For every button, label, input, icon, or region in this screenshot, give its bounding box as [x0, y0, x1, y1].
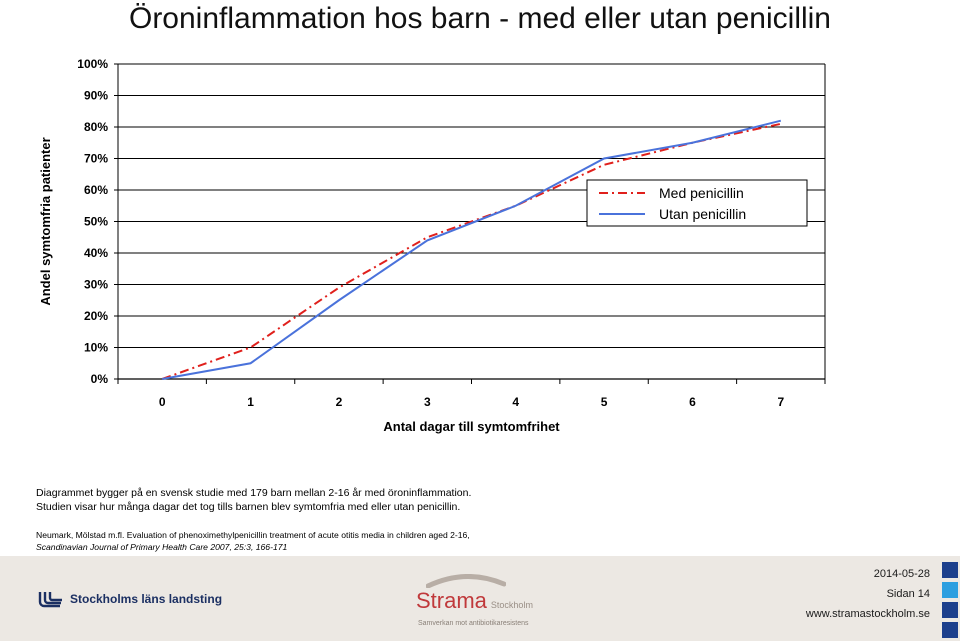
sll-logo[interactable]: Stockholms läns landsting: [38, 590, 222, 608]
y-tick-label: 30%: [84, 278, 108, 292]
slide-info: 2014-05-28 Sidan 14 www.stramastockholm.…: [806, 564, 930, 624]
x-tick-label: 1: [247, 395, 254, 409]
chart: 0% 10% 20% 30% 40% 50% 60% 70% 80% 90% 100% 0 1 2 3 4 5 6…: [38, 57, 826, 434]
strama-city: Stockholm: [490, 600, 533, 610]
description-line-1: Diagrammet bygger på en svensk studie me…: [36, 487, 472, 499]
y-tick-label: 60%: [84, 183, 108, 197]
x-tick-label: 7: [777, 395, 784, 409]
legend-label: Utan penicillin: [659, 206, 746, 222]
x-tick-label: 5: [601, 395, 608, 409]
x-tick-label: 2: [336, 395, 343, 409]
y-axis-label: Andel symtomfria patienter: [38, 137, 53, 305]
y-tick-label: 80%: [84, 120, 108, 134]
x-tick-label: 4: [512, 395, 519, 409]
reference: Neumark, Mölstad m.fl. Evaluation of phe…: [36, 529, 470, 553]
x-tick-label: 0: [159, 395, 166, 409]
decorative-square: [942, 582, 958, 598]
strama-arc-icon: [426, 574, 506, 588]
strama-tagline: Samverkan mot antibiotikaresistens: [418, 620, 529, 627]
legend-label: Med penicillin: [659, 185, 744, 201]
strama-name: Strama: [416, 588, 487, 613]
decorative-square: [942, 622, 958, 638]
x-axis-label: Antal dagar till symtomfrihet: [383, 419, 560, 434]
y-tick-label: 0%: [91, 372, 109, 386]
series-line: [162, 119, 782, 380]
y-tick-label: 100%: [77, 57, 108, 71]
y-tick-label: 70%: [84, 152, 108, 166]
decorative-square: [942, 562, 958, 578]
y-tick-label: 10%: [84, 341, 108, 355]
y-tick-label: 50%: [84, 215, 108, 229]
x-tick-label: 6: [689, 395, 696, 409]
legend-box: [586, 179, 808, 227]
slide-page-number: Sidan 14: [886, 588, 930, 600]
reference-line-1: Neumark, Mölstad m.fl. Evaluation of phe…: [36, 530, 470, 540]
description-line-2: Studien visar hur många dagar det tog ti…: [36, 501, 461, 513]
org-name: Stockholms läns landsting: [70, 592, 223, 606]
y-tick-label: 40%: [84, 246, 108, 260]
y-tick-label: 20%: [84, 309, 108, 323]
strama-logo[interactable]: Strama Stockholm Samverkan mot antibiotik…: [416, 574, 533, 627]
website-link[interactable]: www.stramastockholm.se: [805, 608, 930, 620]
decorative-squares: [942, 562, 958, 638]
footer: Stockholms läns landsting Strama Stockhol…: [0, 556, 960, 641]
reference-line-2: Scandinavian Journal of Primary Health C…: [36, 542, 288, 552]
y-tick-label: 90%: [84, 89, 108, 103]
x-tick-label: 3: [424, 395, 431, 409]
sll-crown-icon: [38, 592, 62, 608]
series-line: [161, 122, 782, 380]
description: Diagrammet bygger på en svensk studie me…: [36, 486, 471, 514]
decorative-square: [942, 602, 958, 618]
slide-title: Öroninflammation hos barn - med eller ut…: [128, 2, 831, 35]
slide-date: 2014-05-28: [873, 568, 930, 580]
